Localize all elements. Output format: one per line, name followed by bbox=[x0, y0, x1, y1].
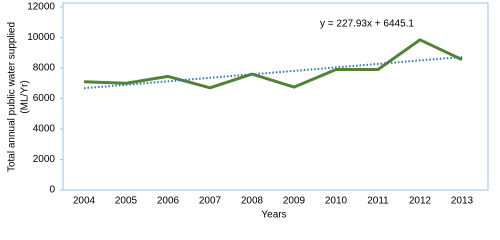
x-tick-label: 2013 bbox=[451, 196, 474, 207]
y-tick-label: 12000 bbox=[27, 2, 55, 13]
trendline bbox=[83, 56, 463, 90]
plot-frame bbox=[62, 2, 489, 191]
x-tick-label: 2008 bbox=[241, 196, 264, 207]
data-line bbox=[83, 38, 463, 90]
y-tick-label: 4000 bbox=[33, 124, 56, 135]
x-tick-label: 2012 bbox=[409, 196, 432, 207]
x-tick-label: 2007 bbox=[199, 196, 222, 207]
x-tick-label: 2005 bbox=[115, 196, 138, 207]
y-tick-label: 8000 bbox=[33, 63, 56, 74]
x-tick-label: 2011 bbox=[367, 196, 389, 207]
y-tick-label: 0 bbox=[49, 185, 55, 196]
x-axis-label: Years bbox=[261, 210, 286, 221]
x-tick-label: 2004 bbox=[73, 196, 96, 207]
trendline-equation: y = 227.93x + 6445.1 bbox=[320, 19, 414, 30]
x-tick-label: 2009 bbox=[283, 196, 306, 207]
page: Total annual public water supplied (ML/Y… bbox=[6, 1, 489, 221]
y-tick-label: 10000 bbox=[27, 32, 55, 43]
x-tick-label: 2010 bbox=[325, 196, 348, 207]
chart: Total annual public water supplied (ML/Y… bbox=[7, 2, 489, 221]
y-axis-label: (ML/Yr) bbox=[20, 80, 31, 113]
y-axis-label: Total annual public water supplied bbox=[7, 22, 18, 172]
y-tick-label: 2000 bbox=[33, 154, 56, 165]
x-tick-label: 2006 bbox=[157, 196, 180, 207]
y-tick-label: 6000 bbox=[33, 93, 56, 104]
